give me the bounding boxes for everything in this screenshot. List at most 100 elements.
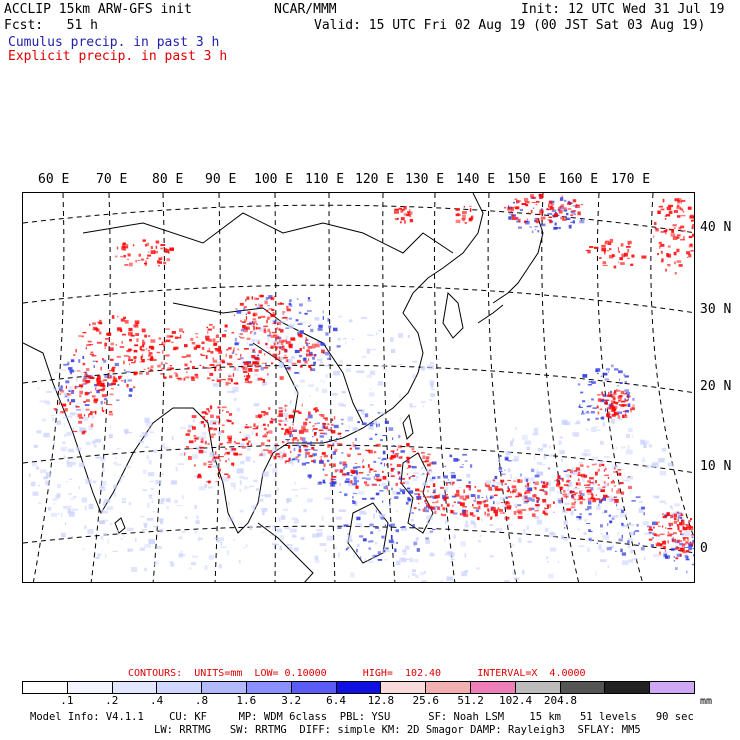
precip-cell bbox=[361, 355, 367, 358]
precip-cell bbox=[396, 492, 401, 495]
precip-cell bbox=[506, 524, 513, 526]
precip-cell bbox=[126, 258, 129, 260]
precip-cell bbox=[585, 486, 591, 489]
precip-cell bbox=[334, 469, 338, 473]
precip-cell bbox=[63, 363, 68, 366]
precip-cell bbox=[452, 505, 454, 507]
precip-cell bbox=[350, 469, 355, 473]
precip-cell bbox=[97, 375, 101, 380]
precip-cell bbox=[258, 294, 263, 298]
precip-cell bbox=[586, 406, 591, 408]
precip-cell bbox=[150, 487, 154, 490]
precip-cell bbox=[470, 218, 473, 221]
precip-cell bbox=[147, 254, 152, 257]
precip-cell bbox=[316, 409, 319, 412]
precip-cell bbox=[644, 532, 651, 535]
precip-cell bbox=[201, 415, 205, 418]
precip-cell bbox=[566, 484, 570, 487]
precip-cell bbox=[144, 567, 147, 572]
precip-cell bbox=[88, 503, 94, 509]
map-canvas bbox=[23, 193, 694, 582]
precip-cell bbox=[498, 488, 503, 491]
precip-cell bbox=[577, 383, 581, 386]
precip-cell bbox=[139, 361, 145, 363]
precip-cell bbox=[316, 529, 323, 531]
precip-cell bbox=[595, 471, 598, 476]
precip-cell bbox=[427, 453, 431, 456]
colorbar-swatch bbox=[67, 682, 113, 693]
precip-cell bbox=[603, 494, 608, 498]
precip-cell bbox=[297, 359, 301, 363]
precip-cell bbox=[612, 479, 614, 482]
precip-cell bbox=[285, 404, 288, 407]
precip-cell bbox=[245, 544, 248, 548]
precip-cell bbox=[89, 413, 93, 416]
precip-cell bbox=[139, 435, 142, 438]
precip-cell bbox=[679, 553, 682, 557]
precip-cell bbox=[555, 227, 559, 230]
precip-cell bbox=[349, 447, 352, 450]
precip-cell bbox=[148, 538, 155, 545]
precip-cell bbox=[288, 317, 292, 320]
precip-cell bbox=[683, 537, 686, 541]
precip-cell bbox=[680, 225, 685, 229]
precip-cell bbox=[420, 467, 423, 470]
precip-cell bbox=[270, 313, 273, 317]
precip-cell bbox=[100, 553, 102, 556]
precip-cell bbox=[218, 421, 221, 425]
precip-cell bbox=[673, 559, 676, 562]
precip-cell bbox=[686, 570, 688, 574]
precip-cell bbox=[592, 426, 599, 428]
precip-cell bbox=[368, 392, 375, 397]
precip-cell bbox=[579, 513, 582, 515]
precip-cell bbox=[253, 479, 258, 483]
precip-cell bbox=[564, 502, 570, 505]
precip-cell bbox=[506, 490, 510, 493]
precip-cell bbox=[605, 240, 610, 243]
precip-cell bbox=[248, 364, 253, 367]
precip-cell bbox=[507, 486, 510, 490]
precip-cell bbox=[222, 409, 224, 412]
precip-cell bbox=[557, 472, 559, 475]
precip-cell bbox=[440, 580, 444, 582]
precip-cell bbox=[518, 218, 521, 223]
precip-cell bbox=[121, 246, 126, 250]
precip-cell bbox=[688, 543, 693, 547]
precip-cell bbox=[653, 533, 657, 537]
precip-cell bbox=[493, 479, 497, 484]
precip-cell bbox=[266, 372, 269, 376]
precip-cell bbox=[572, 210, 576, 214]
precip-cell bbox=[201, 347, 205, 350]
precip-cell bbox=[552, 501, 555, 504]
precip-cell bbox=[628, 485, 632, 489]
precip-cell bbox=[659, 500, 666, 503]
precip-cell bbox=[53, 441, 56, 447]
precip-cell bbox=[583, 532, 587, 535]
precip-cell bbox=[378, 511, 381, 514]
precip-cell bbox=[240, 366, 243, 368]
precip-cell bbox=[430, 393, 436, 397]
run-title: ACCLIP 15km ARW-GFS init bbox=[4, 2, 192, 17]
precip-cell bbox=[367, 540, 371, 543]
precip-cell bbox=[65, 395, 68, 397]
precip-cell bbox=[342, 461, 347, 466]
precip-cell bbox=[246, 323, 252, 325]
precip-cell bbox=[169, 561, 174, 564]
precip-cell bbox=[579, 490, 582, 494]
precip-cell bbox=[193, 434, 197, 437]
precip-cell bbox=[380, 462, 383, 465]
precip-cell bbox=[244, 434, 251, 439]
precip-cell bbox=[256, 425, 259, 429]
precip-cell bbox=[142, 344, 145, 348]
precip-cell bbox=[402, 550, 407, 556]
precip-cell bbox=[544, 527, 549, 532]
precip-cell bbox=[251, 351, 256, 353]
precip-cell bbox=[262, 379, 265, 383]
precip-cell bbox=[160, 256, 163, 260]
precip-cell bbox=[518, 226, 522, 229]
precip-cell bbox=[437, 476, 441, 479]
precip-cell bbox=[66, 460, 70, 464]
precip-cell bbox=[132, 244, 135, 247]
precip-cell bbox=[108, 372, 111, 377]
precip-cell bbox=[692, 224, 694, 226]
